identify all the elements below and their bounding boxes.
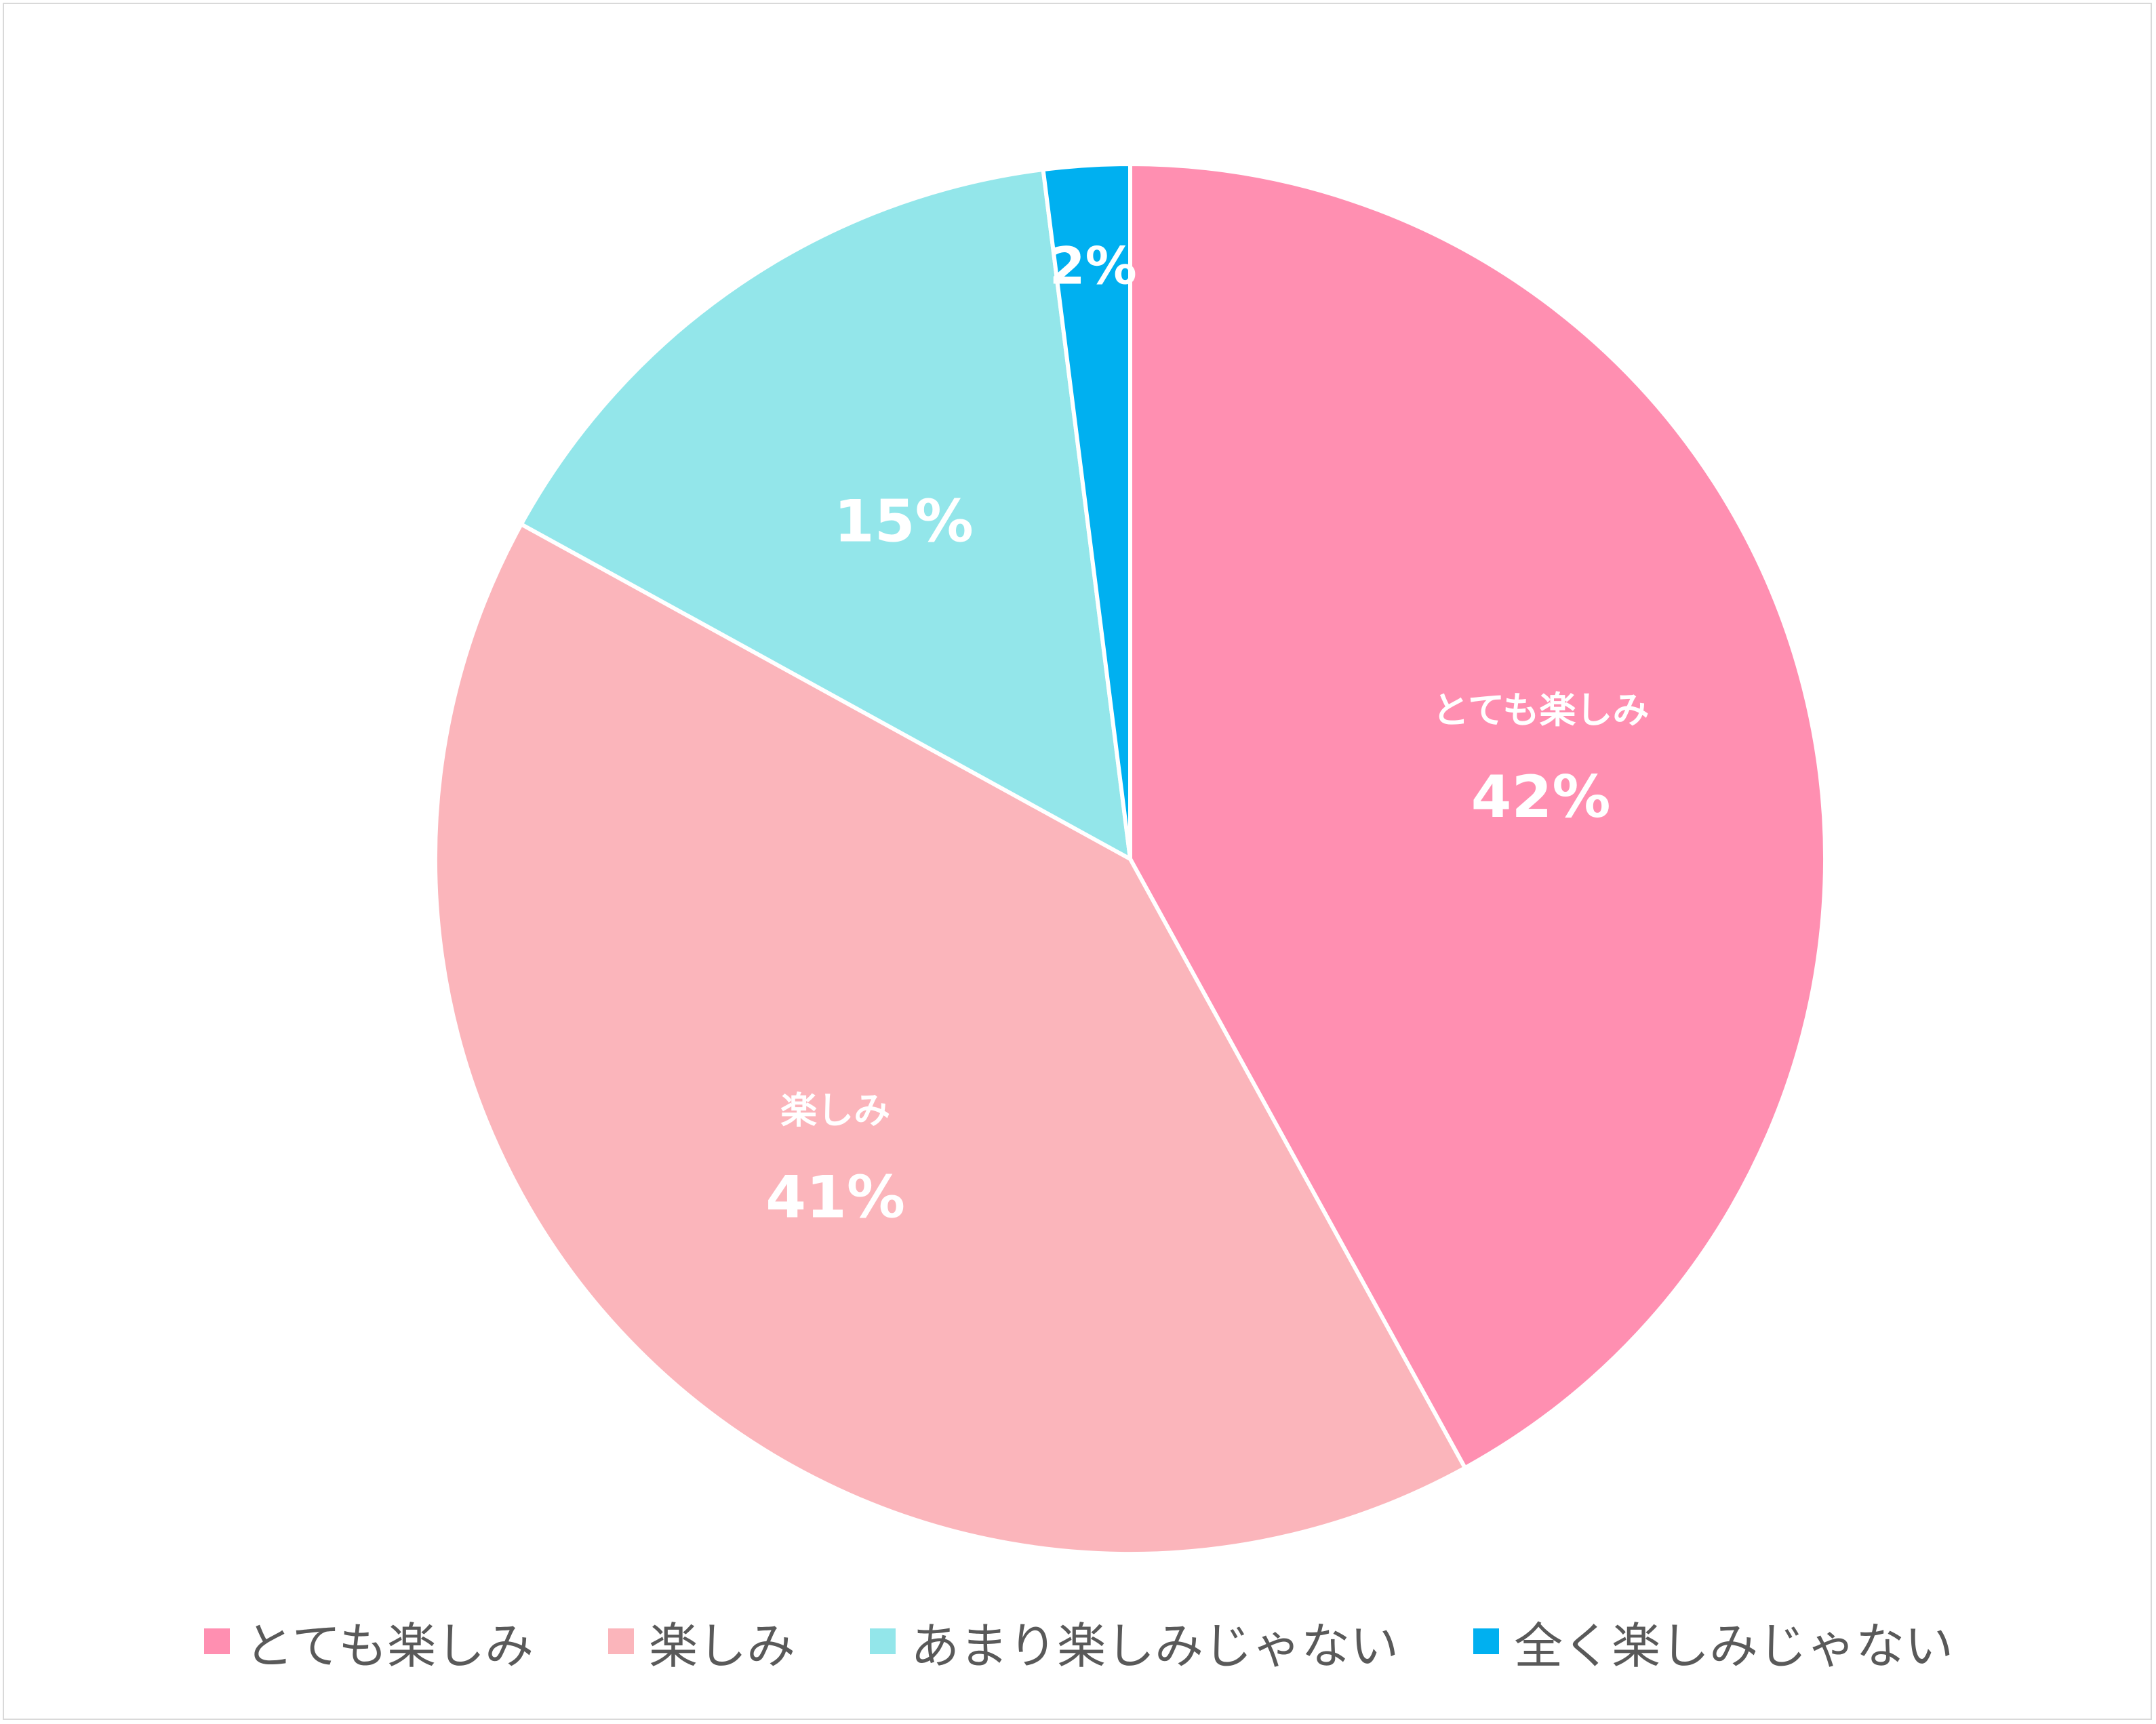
- legend-swatch: [203, 1628, 230, 1654]
- pie-chart: とても楽しみ 42% 楽しみ 41% 15% 2%: [433, 162, 1827, 1556]
- pie-slices: [433, 162, 1827, 1556]
- legend-label: 楽しみ: [649, 1617, 796, 1675]
- legend-label: 全く楽しみじゃない: [1514, 1617, 1954, 1675]
- legend-item-looking-forward[interactable]: 楽しみ: [608, 1606, 795, 1677]
- legend-swatch: [608, 1628, 635, 1654]
- slice-category-label: とても楽しみ: [1433, 689, 1650, 731]
- slice-percent-label: 15%: [834, 488, 974, 556]
- pie-slice-not-really[interactable]: [519, 167, 1132, 861]
- slice-percent-label: 2%: [1050, 235, 1137, 296]
- pie-slice-very-looking-forward[interactable]: [1128, 162, 1827, 1470]
- legend-item-not-at-all[interactable]: 全く楽しみじゃない: [1473, 1606, 1953, 1677]
- legend: とても楽しみ 楽しみ あまり楽しみじゃない 全く楽しみじゃない: [4, 1604, 2153, 1679]
- pie-data-labels: とても楽しみ 42% 楽しみ 41% 15% 2%: [765, 235, 1649, 1231]
- slice-percent-label: 41%: [765, 1163, 905, 1231]
- legend-item-not-really[interactable]: あまり楽しみじゃない: [870, 1606, 1399, 1677]
- pie-slice-looking-forward[interactable]: [433, 522, 1467, 1556]
- slice-percent-label: 42%: [1471, 763, 1611, 831]
- chart-area: とても楽しみ 42% 楽しみ 41% 15% 2% とても楽しみ 楽しみ あまり楽しみじゃ…: [3, 3, 2152, 1720]
- legend-item-very-looking-forward[interactable]: とても楽しみ: [203, 1606, 534, 1677]
- legend-label: あまり楽しみじゃない: [911, 1617, 1399, 1675]
- slice-category-label: 楽しみ: [780, 1089, 890, 1132]
- legend-label: とても楽しみ: [244, 1617, 534, 1675]
- legend-swatch: [870, 1628, 896, 1654]
- legend-swatch: [1473, 1628, 1500, 1654]
- pie-slice-not-at-all[interactable]: [1041, 162, 1132, 861]
